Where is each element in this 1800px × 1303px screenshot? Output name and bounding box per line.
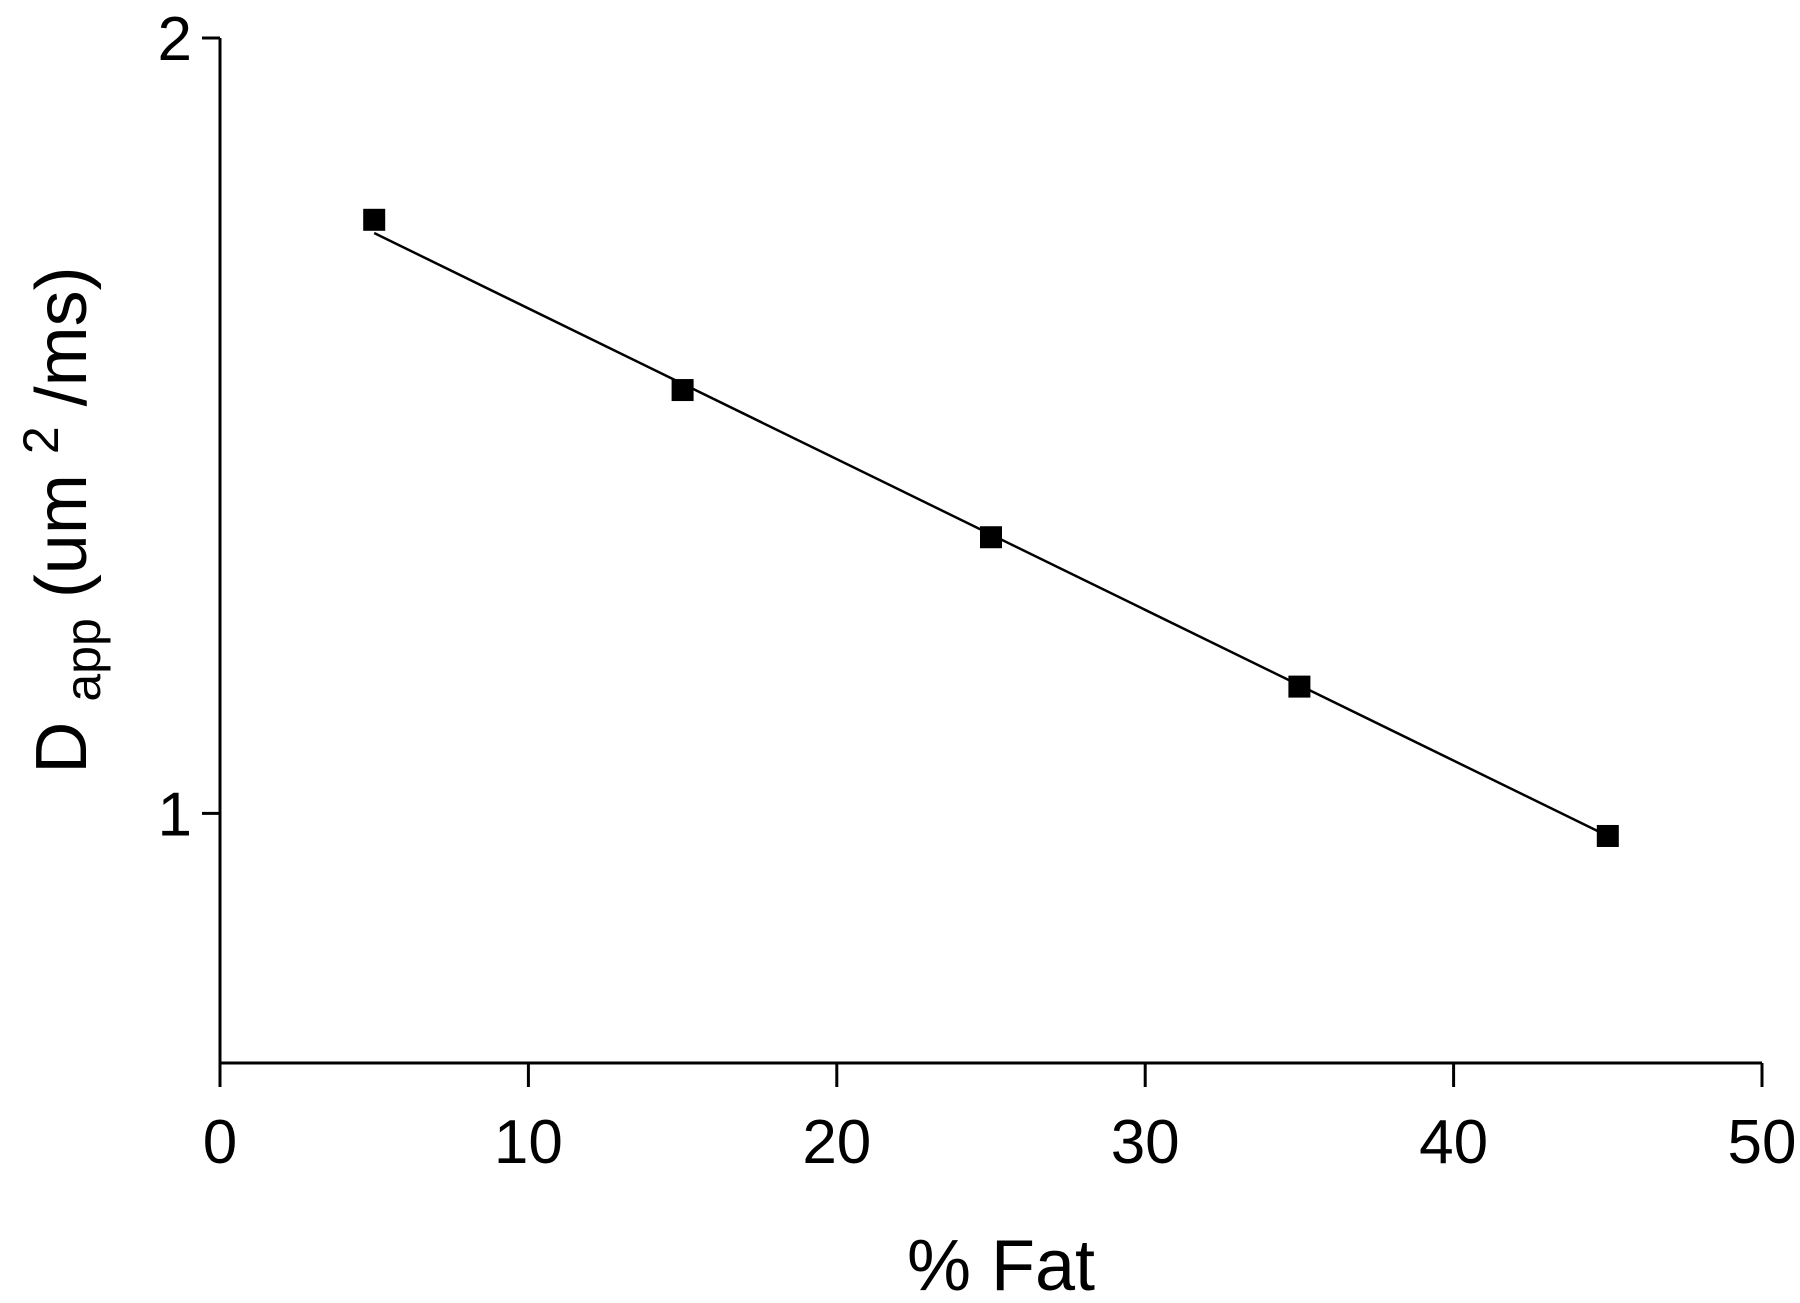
y-axis-ticks: 12: [158, 5, 220, 849]
x-tick-label: 10: [494, 1108, 563, 1177]
x-tick-label: 50: [1728, 1108, 1797, 1177]
y-axis-title-subscript: app: [55, 618, 111, 701]
data-point: [980, 526, 1002, 549]
x-tick-label: 30: [1111, 1108, 1180, 1177]
data-point: [363, 208, 386, 231]
x-axis-ticks: 0 10 20 30 40 50: [203, 1063, 1797, 1177]
data-points: [363, 208, 1619, 847]
y-tick-label: 1: [158, 780, 192, 849]
y-axis-title-main: D: [22, 722, 102, 774]
data-point: [1596, 824, 1619, 847]
y-tick-label: 2: [158, 5, 192, 74]
x-tick-label: 40: [1419, 1108, 1488, 1177]
x-tick-label: 0: [203, 1108, 237, 1177]
data-point: [671, 379, 694, 402]
y-axis-title-units-open: (um: [22, 474, 102, 598]
x-axis-title-text: % Fat: [907, 1226, 1095, 1303]
y-axis-title-units-close: /ms): [22, 266, 102, 406]
y-axis-title-units-superscript: 2: [13, 426, 69, 454]
data-point: [1288, 675, 1311, 698]
y-axis-title: D app (um 2 /ms): [0, 266, 116, 773]
x-tick-label: 20: [802, 1108, 871, 1177]
x-axis-title: % Fat: [907, 1226, 1095, 1303]
